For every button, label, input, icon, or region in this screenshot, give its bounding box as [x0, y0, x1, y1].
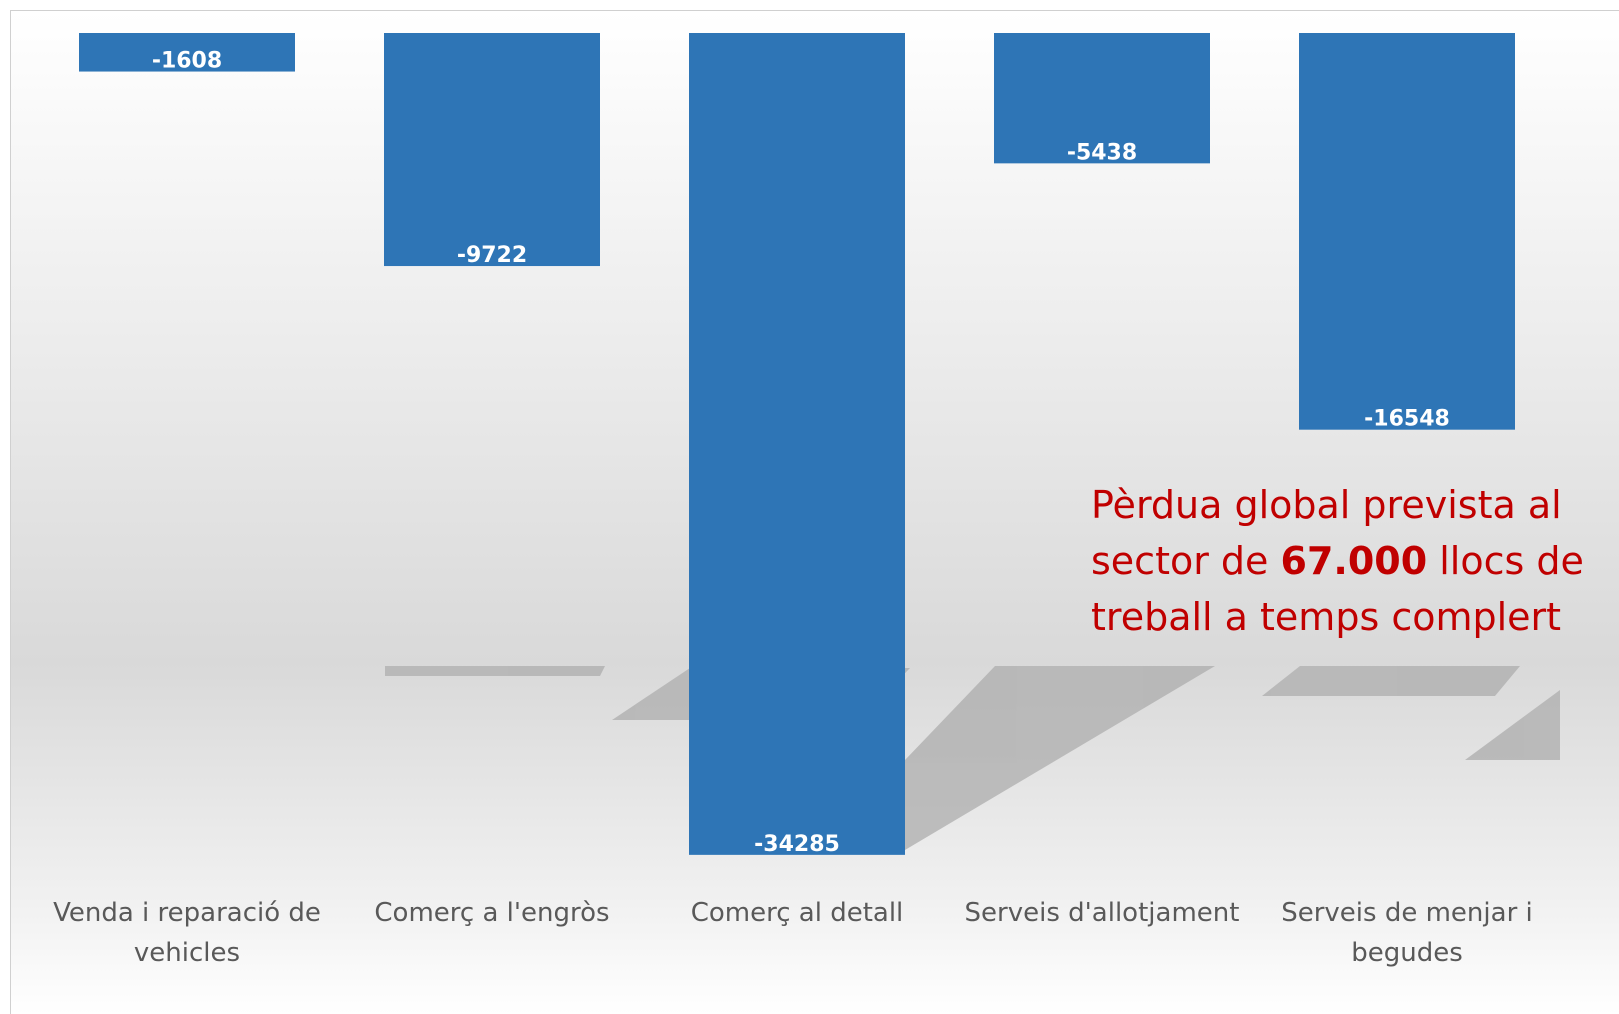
x-tick-label: Comerç a l'engròs: [374, 898, 610, 928]
value-label: -34285: [754, 832, 840, 857]
shadows: [385, 666, 1560, 850]
annotation-line: llocs de: [1427, 539, 1584, 583]
bar: [384, 33, 600, 267]
x-tick-label: Comerç al detall: [690, 898, 904, 928]
x-tick-label: Venda i reparació de vehicles: [53, 898, 321, 968]
bar: [689, 33, 905, 855]
bar: [994, 33, 1210, 164]
annotation-line: sector de: [1091, 539, 1281, 583]
annotation-bold: 67.000: [1281, 539, 1428, 583]
annotation: Pèrdua global prevista al sector de 67.0…: [1091, 483, 1596, 639]
bar: [79, 33, 295, 72]
value-label: -16548: [1364, 407, 1450, 432]
value-label: -1608: [152, 49, 222, 74]
bar: [1299, 33, 1515, 430]
x-tick-label: Serveis d'allotjament: [964, 898, 1240, 928]
value-label: -5438: [1067, 140, 1137, 165]
x-tick-label: Serveis de menjar i begudes: [1281, 898, 1533, 968]
annotation-line: Pèrdua global prevista al: [1091, 483, 1562, 527]
annotation-line: treball a temps complert: [1091, 595, 1561, 639]
value-label: -9722: [457, 243, 527, 268]
